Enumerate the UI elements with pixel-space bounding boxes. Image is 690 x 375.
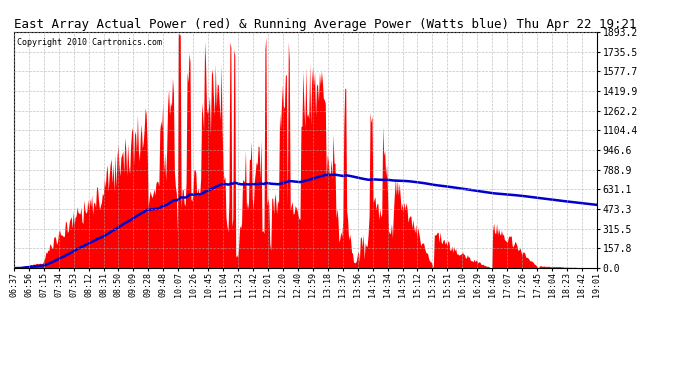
Text: Copyright 2010 Cartronics.com: Copyright 2010 Cartronics.com [17,38,161,47]
Text: East Array Actual Power (red) & Running Average Power (Watts blue) Thu Apr 22 19: East Array Actual Power (red) & Running … [14,18,636,31]
